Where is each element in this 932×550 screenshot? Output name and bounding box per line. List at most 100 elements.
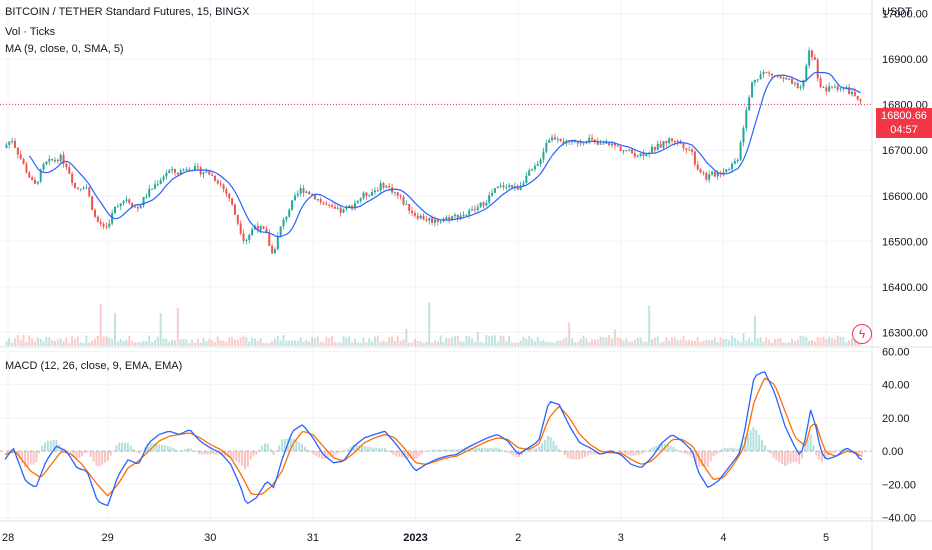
volume-bar: [308, 341, 311, 346]
candle: [619, 146, 622, 151]
volume-bar: [239, 337, 242, 346]
candle: [105, 226, 108, 228]
volume-bar: [356, 342, 359, 346]
histogram-bar: [146, 443, 149, 452]
histogram-bar: [786, 451, 789, 465]
volume-bar: [782, 342, 785, 346]
histogram-bar: [755, 429, 758, 452]
histogram-bar: [349, 446, 352, 452]
candle: [528, 170, 531, 176]
candle: [656, 143, 659, 151]
volume-bar: [179, 339, 182, 346]
candle: [436, 219, 439, 222]
histogram-bar: [846, 448, 849, 452]
volume-bar: [413, 339, 416, 346]
candle: [805, 65, 808, 81]
volume-bar: [693, 340, 696, 346]
volume-bar: [636, 337, 639, 346]
histogram-bar: [541, 443, 544, 452]
histogram-bar: [761, 440, 764, 452]
volume-bar: [276, 335, 279, 346]
histogram-bar: [758, 434, 761, 452]
candle: [271, 246, 274, 254]
histogram-bar: [161, 444, 164, 452]
volume-bar: [8, 338, 11, 346]
macd-axis-tick-3: 0.00: [882, 446, 903, 458]
volume-bar: [519, 340, 522, 346]
ma-legend[interactable]: MA (9, close, 0, SMA, 5): [5, 43, 124, 55]
candle: [79, 188, 82, 190]
candle: [813, 57, 816, 60]
volume-bar: [442, 341, 445, 346]
volume-bar: [391, 336, 394, 346]
histogram-bar: [689, 451, 692, 456]
candle: [39, 169, 42, 182]
histogram-bar: [326, 451, 329, 458]
macd-axis-tick-0: 60.00: [882, 346, 910, 358]
symbol-title[interactable]: BITCOIN / TETHER Standard Futures, 15, B…: [5, 6, 250, 18]
volume-bar: [768, 339, 771, 346]
histogram-bar: [215, 451, 218, 455]
histogram-bar: [446, 449, 449, 452]
volume-bar: [351, 342, 354, 346]
candle: [19, 154, 22, 160]
histogram-bar: [521, 451, 524, 455]
volume-bar: [673, 337, 676, 346]
macd-legend[interactable]: MACD (12, 26, close, 9, EMA, EMA): [5, 360, 183, 372]
volume-bar: [365, 342, 368, 346]
volume-bar: [342, 336, 345, 346]
volume-bar: [819, 337, 822, 346]
volume-bar: [713, 337, 716, 346]
candle: [696, 164, 699, 170]
volume-bar: [596, 339, 599, 346]
candle: [568, 141, 571, 143]
volume-bar: [422, 342, 425, 346]
candle: [328, 204, 331, 206]
volume-bar: [556, 340, 559, 346]
volume-bar: [599, 336, 602, 346]
volume-bar: [853, 339, 856, 346]
candle: [162, 176, 165, 181]
histogram-bar: [481, 447, 484, 452]
histogram-bar: [715, 451, 718, 455]
candle: [282, 219, 285, 227]
histogram-bar: [615, 451, 618, 452]
candle: [691, 149, 694, 152]
candle: [251, 229, 254, 235]
candle: [331, 205, 334, 207]
candle: [628, 149, 631, 151]
lightning-bolt-icon[interactable]: ϟ: [852, 324, 872, 344]
volume-bar: [593, 339, 596, 346]
candle: [699, 169, 702, 173]
histogram-bar: [189, 448, 192, 452]
volume-bar: [171, 339, 174, 346]
candle: [73, 182, 76, 188]
volume-bar: [416, 341, 419, 346]
candle: [259, 226, 262, 231]
volume-bar: [279, 340, 282, 346]
candle: [168, 170, 171, 173]
histogram-bar: [538, 447, 541, 452]
volume-bars: [5, 302, 862, 346]
candle: [205, 171, 208, 173]
histogram-bar: [635, 451, 638, 456]
volume-bar: [639, 337, 642, 346]
volume-bar: [219, 340, 222, 346]
histogram-bar: [738, 448, 741, 452]
volume-bar: [525, 339, 528, 346]
volume-bar: [676, 340, 679, 346]
candle: [42, 164, 45, 170]
histogram-bar: [178, 451, 181, 452]
histogram-bar: [561, 451, 564, 453]
histogram-bar: [252, 451, 255, 457]
last-price-badge: 16800.66 04:57: [876, 108, 932, 138]
volume-legend[interactable]: Vol · Ticks: [5, 26, 56, 38]
currency-label: USDT: [882, 6, 912, 18]
volume-bar: [671, 337, 674, 346]
candle: [385, 185, 388, 188]
histogram-bar: [101, 451, 104, 465]
candle: [745, 110, 748, 128]
candle: [556, 138, 559, 140]
candle: [36, 181, 39, 184]
